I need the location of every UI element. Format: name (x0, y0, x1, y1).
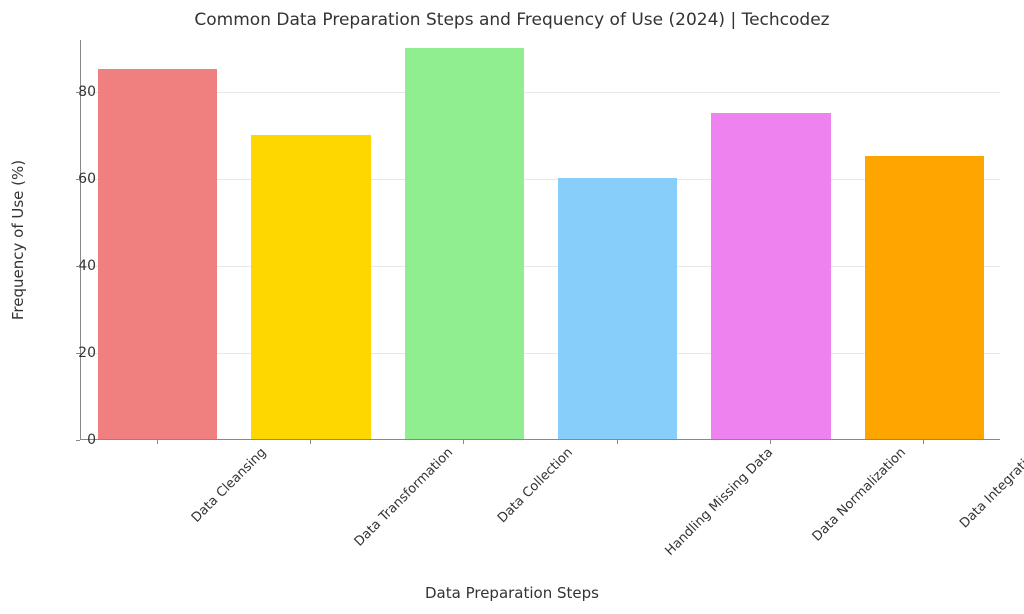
y-tick-mark (76, 179, 80, 180)
x-tick-label: Data Integration (957, 445, 1024, 531)
y-tick-mark (76, 353, 80, 354)
y-tick-mark (76, 440, 80, 441)
bar (405, 48, 525, 439)
x-tick-label: Data Collection (495, 445, 576, 526)
x-tick-mark (157, 440, 158, 444)
bar (865, 156, 985, 439)
bar (711, 113, 831, 439)
x-tick-label: Data Transformation (352, 445, 456, 549)
y-tick-mark (76, 92, 80, 93)
x-tick-mark (310, 440, 311, 444)
x-tick-label: Data Cleansing (188, 445, 269, 526)
chart-title: Common Data Preparation Steps and Freque… (0, 10, 1024, 30)
y-axis-label: Frequency of Use (%) (9, 160, 27, 320)
x-tick-label: Handling Missing Data (662, 445, 776, 559)
x-tick-mark (617, 440, 618, 444)
y-tick-mark (76, 266, 80, 267)
x-tick-mark (463, 440, 464, 444)
x-tick-mark (923, 440, 924, 444)
bar (558, 178, 678, 439)
bars-group (81, 40, 1000, 439)
bar (98, 69, 218, 439)
x-axis-label: Data Preparation Steps (0, 584, 1024, 602)
bar (251, 135, 371, 439)
plot-area (80, 40, 1000, 440)
chart-container: Common Data Preparation Steps and Freque… (0, 0, 1024, 614)
x-tick-mark (770, 440, 771, 444)
x-tick-label: Data Normalization (810, 445, 909, 544)
